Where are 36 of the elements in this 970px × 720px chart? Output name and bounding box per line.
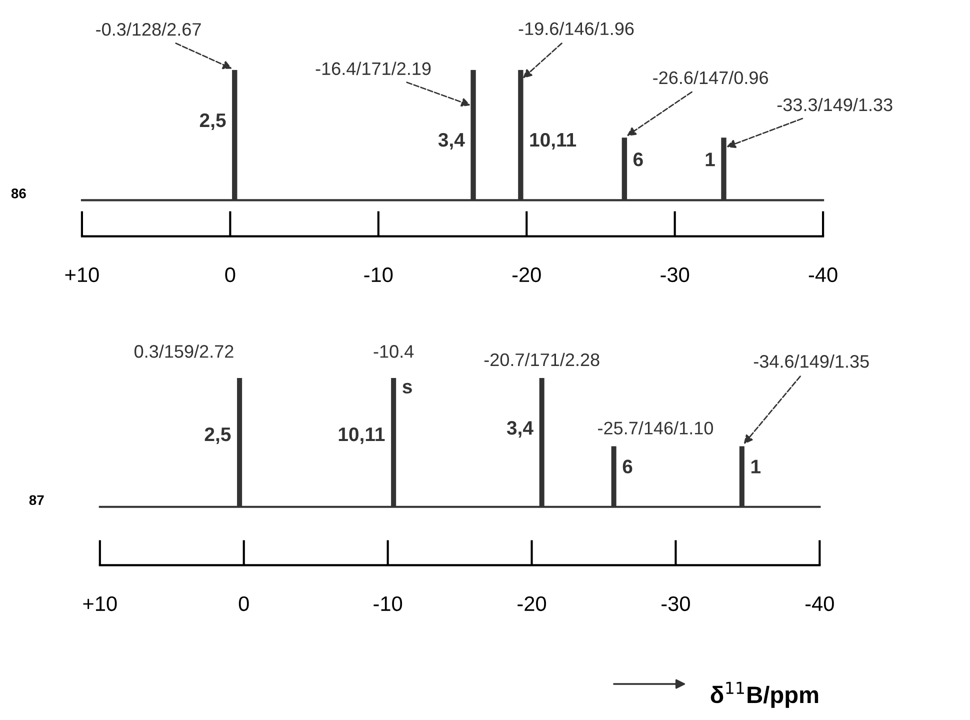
x-axis-title: δ$^{11}$B/ppm (710, 682, 818, 708)
annotation: -0.3/128/2.67 (96, 22, 201, 36)
annotation: s (402, 382, 412, 394)
annotation: 0.3/159/2.72 (134, 344, 234, 358)
x-tick-label: -30 (660, 267, 690, 282)
x-tick-label: 0 (225, 267, 236, 282)
annotation: 1 (706, 152, 715, 166)
annotation: -33.3/149/1.33 (777, 98, 892, 112)
annotation: -10.4 (374, 345, 414, 358)
annotation: 10,11 (530, 132, 576, 150)
x-tick-label: -20 (518, 596, 546, 612)
x-tick-label: +10 (83, 596, 117, 612)
x-tick-label: -10 (364, 267, 393, 282)
annotation: 2,5 (204, 427, 231, 444)
annotation: 3,4 (438, 132, 465, 150)
annotation: 6 (622, 460, 632, 474)
annotation: -19.6/146/1.96 (518, 22, 634, 36)
annotation: 2,5 (200, 113, 226, 130)
x-tick-label: -20 (512, 267, 541, 282)
x-tick-label: +10 (65, 267, 99, 282)
x-tick-label: 0 (238, 596, 249, 612)
text: 86 (11, 188, 26, 198)
annotation: -34.6/149/1.35 (754, 354, 869, 368)
annotation: 3,4 (506, 421, 534, 438)
annotation: -16.4/171/2.19 (316, 62, 431, 76)
annotation: -25.7/146/1.10 (598, 421, 713, 434)
annotation: -20.7/171/2.28 (484, 352, 600, 366)
x-tick-label: -40 (806, 596, 834, 612)
x-tick-label: -30 (662, 596, 690, 612)
x-tick-label: -10 (374, 596, 402, 612)
text: 87 (29, 495, 44, 506)
annotation: 10,11 (338, 427, 385, 444)
annotation: 6 (633, 152, 643, 166)
annotation: -26.6/147/0.96 (653, 70, 768, 84)
annotation: 1 (751, 460, 761, 474)
x-tick-label: -40 (808, 267, 838, 282)
